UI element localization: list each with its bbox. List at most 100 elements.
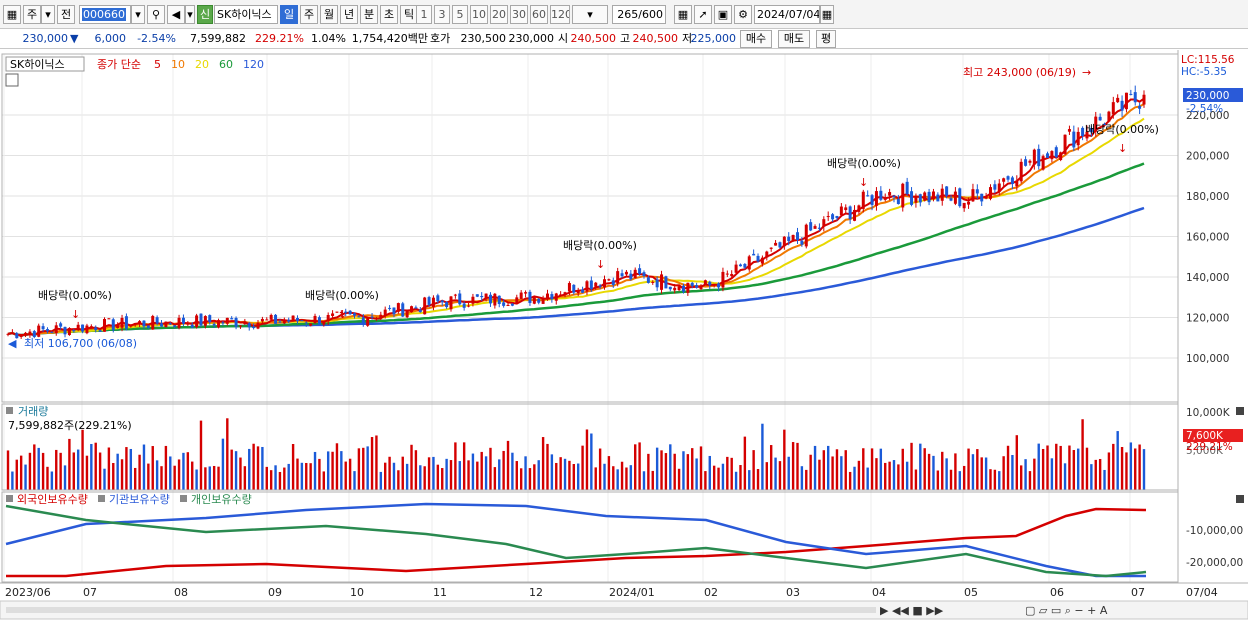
candle-body xyxy=(313,315,317,324)
candle-body xyxy=(642,272,646,276)
interval-tab-2[interactable]: 월 xyxy=(320,5,338,24)
code-input[interactable]: 000660 xyxy=(79,5,131,24)
high-value: 240,500 xyxy=(632,32,679,45)
candle-body xyxy=(102,318,106,332)
candle-body xyxy=(809,222,813,231)
code-dropdown-icon[interactable]: ▾ xyxy=(131,5,145,24)
tick-number-30[interactable]: 30 xyxy=(510,5,528,24)
interval-tab-6[interactable]: 틱 xyxy=(400,5,418,24)
date-picker-icon[interactable]: ▦ xyxy=(820,5,834,24)
candle-body xyxy=(646,277,650,283)
candle-body xyxy=(528,291,532,303)
volume-bar xyxy=(634,444,637,490)
candle-body xyxy=(374,318,378,320)
volume-bar xyxy=(11,471,14,490)
volume-bar xyxy=(98,452,102,490)
draw-tool-icon[interactable]: ➚ xyxy=(694,5,712,24)
count-input[interactable]: 265/600 xyxy=(612,5,666,24)
candle-body xyxy=(1019,161,1023,182)
candle-body xyxy=(545,293,549,300)
candle-body xyxy=(41,326,45,330)
tick-number-120[interactable]: 120 xyxy=(550,5,570,24)
volume-bar xyxy=(204,467,207,490)
period-select[interactable]: 주 xyxy=(23,5,41,24)
volume-bar xyxy=(41,452,45,490)
stock-name-field[interactable]: SK하이닉스 xyxy=(214,5,278,24)
interval-tab-4[interactable]: 분 xyxy=(360,5,378,24)
interval-tab-1[interactable]: 주 xyxy=(300,5,318,24)
candle-body xyxy=(410,306,414,313)
save-icon[interactable]: ▣ xyxy=(714,5,732,24)
candle-body xyxy=(1133,92,1137,103)
holding-marker-icon xyxy=(180,495,187,502)
flat-button[interactable]: 평 xyxy=(816,30,836,48)
speaker-icon[interactable]: ◀ xyxy=(167,5,185,24)
volume-bar xyxy=(879,448,883,490)
candle-body xyxy=(138,321,142,324)
grid-icon[interactable]: ▦ xyxy=(674,5,692,24)
tick-number-5[interactable]: 5 xyxy=(452,5,468,24)
volume-bar xyxy=(6,450,10,490)
volume-bar xyxy=(370,437,374,490)
candle-body xyxy=(874,191,878,206)
candle-body xyxy=(401,303,405,317)
tick-number-10[interactable]: 10 xyxy=(470,5,488,24)
volume-bar xyxy=(239,457,242,490)
market-badge[interactable]: 신 xyxy=(197,5,213,24)
tick-number-20[interactable]: 20 xyxy=(490,5,508,24)
candle-body xyxy=(164,321,168,328)
volume-bar xyxy=(1134,448,1137,490)
tick-number-1[interactable]: 1 xyxy=(416,5,432,24)
candle-body xyxy=(695,285,699,288)
volume-marker-icon xyxy=(6,407,13,414)
tick-number-3[interactable]: 3 xyxy=(434,5,450,24)
window-menu-icon[interactable]: ▦ xyxy=(3,5,21,24)
volume-y-mid: 5,000K xyxy=(1186,445,1224,457)
volume-bar xyxy=(511,452,514,490)
candle-body xyxy=(445,302,449,308)
tick-dropdown[interactable]: ▾ xyxy=(572,5,608,24)
candle-body xyxy=(388,307,392,309)
volume-bar xyxy=(133,467,137,490)
candle-body xyxy=(282,320,286,324)
period-dropdown-icon[interactable]: ▾ xyxy=(41,5,55,24)
sell-button[interactable]: 매도 xyxy=(778,30,810,48)
volume-bar xyxy=(397,470,400,490)
volume-bar xyxy=(208,466,211,490)
volume-bar xyxy=(818,459,821,490)
candle-body xyxy=(738,264,742,267)
search-icon[interactable]: ⚲ xyxy=(147,5,165,24)
candle-body xyxy=(1138,105,1142,109)
speaker-dropdown-icon[interactable]: ▾ xyxy=(185,5,195,24)
stock-chart[interactable]: 220,000 200,000 180,000 160,000 140,000 120,0… xyxy=(0,50,1248,621)
stock-name: SK하이닉스 xyxy=(217,8,272,21)
date-input[interactable]: 2024/07/04 xyxy=(754,5,820,24)
tick-number-60[interactable]: 60 xyxy=(530,5,548,24)
prev-button[interactable]: 전 xyxy=(57,5,75,24)
lc-label: LC:115.56 xyxy=(1181,54,1235,66)
buy-button[interactable]: 매수 xyxy=(740,30,772,48)
interval-tab-5[interactable]: 초 xyxy=(380,5,398,24)
volume-bar xyxy=(287,463,290,490)
candle-body xyxy=(940,188,944,201)
x-axis-label: 10 xyxy=(350,586,364,599)
candle-body xyxy=(177,317,181,328)
candle-body xyxy=(980,193,984,202)
candle-body xyxy=(326,314,330,322)
volume-bar xyxy=(309,463,312,490)
interval-tab-3[interactable]: 년 xyxy=(340,5,358,24)
volume-bar xyxy=(809,454,812,490)
candle-body xyxy=(6,333,10,335)
price-y-tick: 100,000 xyxy=(1186,353,1229,365)
volume-bar xyxy=(664,453,668,490)
interval-tab-0[interactable]: 일 xyxy=(280,5,298,24)
volume-bar xyxy=(226,418,229,490)
volume-bar xyxy=(533,464,536,490)
settings-gear-icon[interactable]: ⚙ xyxy=(734,5,752,24)
volume-bar xyxy=(1050,458,1054,490)
volume-bar xyxy=(191,461,194,490)
volume-bar xyxy=(76,449,80,490)
candle-body xyxy=(81,324,85,332)
volume-bar xyxy=(1116,431,1119,490)
candle-body xyxy=(453,294,457,296)
